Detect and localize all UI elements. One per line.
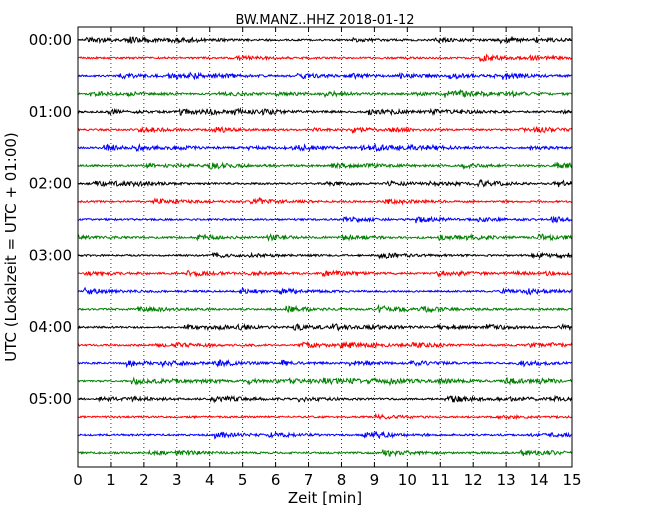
chart-title: BW.MANZ..HHZ 2018-01-12 <box>235 13 414 28</box>
trace-line <box>77 53 573 62</box>
y-tick-label: 03:00 <box>29 246 72 264</box>
y-tick-label: 02:00 <box>29 175 72 193</box>
x-tick-label: 7 <box>304 471 314 489</box>
trace-line <box>77 269 573 278</box>
trace-line <box>77 322 573 332</box>
trace-line <box>77 106 573 117</box>
trace-line <box>77 35 573 45</box>
plot-area <box>78 27 572 467</box>
x-tick-label: 6 <box>271 471 281 489</box>
trace-line <box>77 161 573 171</box>
y-tick-label: 04:00 <box>29 318 72 336</box>
x-tick-label: 10 <box>398 471 417 489</box>
trace-line <box>77 303 573 314</box>
x-tick-label: 0 <box>73 471 83 489</box>
x-tick-label: 15 <box>562 471 581 489</box>
x-tick-label: 14 <box>530 471 549 489</box>
trace-line <box>77 178 573 188</box>
trace-line <box>77 340 573 350</box>
vertical-grid <box>110 27 540 467</box>
trace-line <box>77 286 573 296</box>
trace-line <box>77 125 573 135</box>
x-tick-label: 13 <box>497 471 516 489</box>
x-tick-label: 9 <box>370 471 380 489</box>
trace-line <box>77 359 573 369</box>
y-tick-label: 05:00 <box>29 390 72 408</box>
y-tick-label: 00:00 <box>29 31 72 49</box>
x-tick-label: 5 <box>238 471 248 489</box>
traces-group <box>77 35 573 458</box>
x-axis-label: Zeit [min] <box>288 489 362 507</box>
trace-line <box>77 251 573 260</box>
trace-line <box>77 448 573 458</box>
trace-line <box>77 88 573 99</box>
x-tick-label: 12 <box>464 471 483 489</box>
y-tick-label: 01:00 <box>29 103 72 121</box>
trace-line <box>77 196 573 206</box>
plot-frame <box>77 26 573 468</box>
y-axis-label: UTC (Lokalzeit = UTC + 01:00) <box>2 132 20 362</box>
trace-line <box>77 394 573 404</box>
x-tick-label: 3 <box>172 471 182 489</box>
x-tick-label: 2 <box>139 471 149 489</box>
x-tick-label: 4 <box>205 471 215 489</box>
trace-line <box>77 143 573 153</box>
trace-line <box>77 232 573 242</box>
ticks-group: 0 1 2 3 4 5 6 7 8 9 10 11 12 13 14 1500:0001:0002:0003:… <box>29 27 582 489</box>
trace-line <box>77 215 573 224</box>
trace-line <box>77 376 573 387</box>
x-tick-label: 1 <box>106 471 116 489</box>
x-tick-label: 11 <box>431 471 450 489</box>
trace-line <box>77 430 573 440</box>
x-tick-label: 8 <box>337 471 347 489</box>
trace-line <box>77 71 573 81</box>
trace-line <box>77 412 573 421</box>
